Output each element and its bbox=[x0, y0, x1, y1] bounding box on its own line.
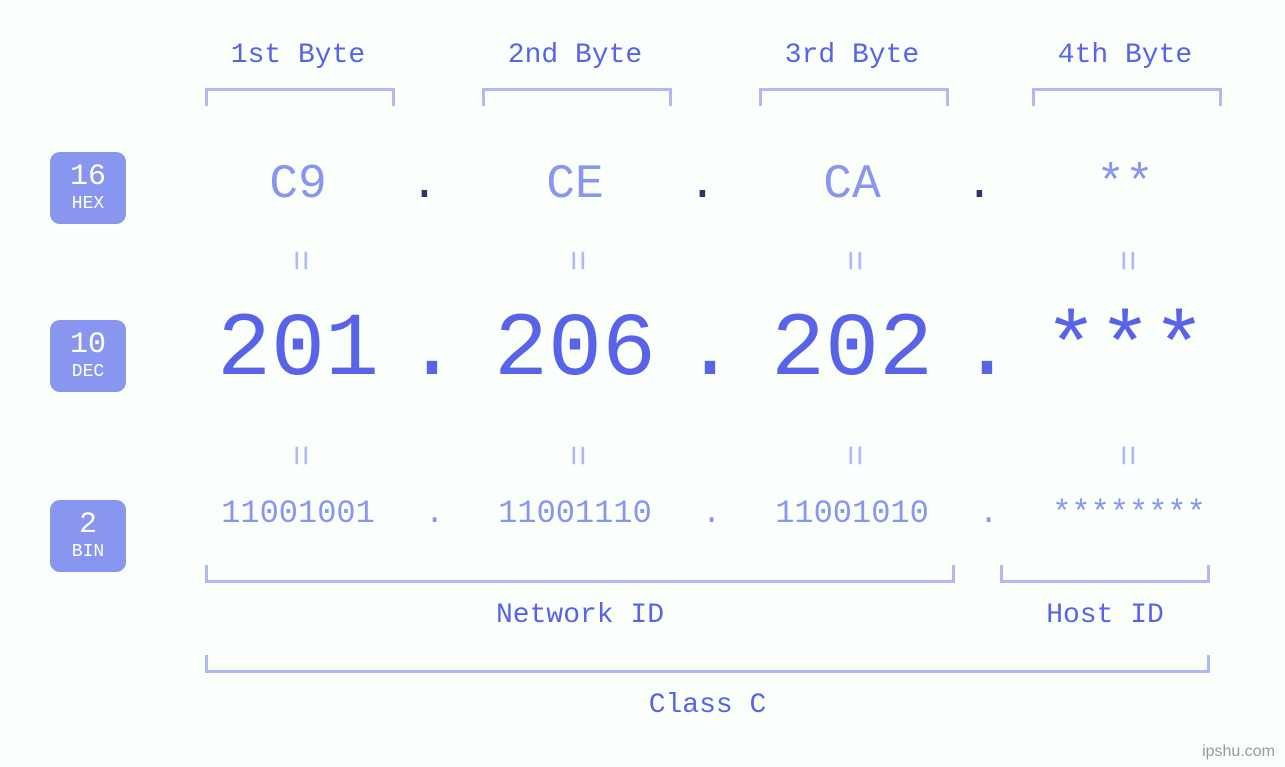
bin-byte-4: ******** bbox=[999, 495, 1259, 532]
equals-2-4: = bbox=[1105, 445, 1146, 467]
badge-dec-num: 10 bbox=[50, 330, 126, 360]
dec-byte-1: 201 bbox=[178, 300, 418, 402]
badge-hex-label: HEX bbox=[50, 194, 126, 216]
hex-dot-1: . bbox=[410, 158, 439, 212]
equals-2-3: = bbox=[832, 445, 873, 467]
class-label: Class C bbox=[205, 690, 1210, 721]
ip-diagram: 1st Byte 2nd Byte 3rd Byte 4th Byte 16 H… bbox=[0, 0, 1285, 767]
byte-header-1: 1st Byte bbox=[198, 40, 398, 71]
hex-byte-2: CE bbox=[475, 158, 675, 212]
byte-header-2: 2nd Byte bbox=[475, 40, 675, 71]
badge-hex-num: 16 bbox=[50, 162, 126, 192]
bin-byte-2: 11001110 bbox=[445, 495, 705, 532]
top-bracket-3 bbox=[759, 88, 949, 106]
badge-bin-num: 2 bbox=[50, 510, 126, 540]
hex-byte-1: C9 bbox=[198, 158, 398, 212]
badge-hex: 16 HEX bbox=[50, 152, 126, 224]
network-bracket bbox=[205, 565, 955, 583]
byte-header-3: 3rd Byte bbox=[752, 40, 952, 71]
dec-byte-3: 202 bbox=[732, 300, 972, 402]
dec-byte-2: 206 bbox=[455, 300, 695, 402]
badge-bin-label: BIN bbox=[50, 542, 126, 564]
bin-byte-3: 11001010 bbox=[722, 495, 982, 532]
top-bracket-1 bbox=[205, 88, 395, 106]
bin-dot-2: . bbox=[702, 495, 721, 532]
equals-1-3: = bbox=[832, 250, 873, 272]
hex-dot-3: . bbox=[965, 158, 994, 212]
equals-1-2: = bbox=[555, 250, 596, 272]
top-bracket-2 bbox=[482, 88, 672, 106]
bin-byte-1: 11001001 bbox=[168, 495, 428, 532]
dec-dot-2: . bbox=[683, 300, 737, 402]
dec-byte-4: *** bbox=[1005, 300, 1245, 402]
host-bracket bbox=[1000, 565, 1210, 583]
top-bracket-4 bbox=[1032, 88, 1222, 106]
hex-dot-2: . bbox=[688, 158, 717, 212]
badge-bin: 2 BIN bbox=[50, 500, 126, 572]
class-bracket bbox=[205, 655, 1210, 673]
equals-2-1: = bbox=[278, 445, 319, 467]
network-id-label: Network ID bbox=[205, 600, 955, 631]
equals-2-2: = bbox=[555, 445, 596, 467]
watermark: ipshu.com bbox=[1202, 743, 1275, 761]
bin-dot-1: . bbox=[425, 495, 444, 532]
hex-byte-3: CA bbox=[752, 158, 952, 212]
bin-dot-3: . bbox=[979, 495, 998, 532]
badge-dec-label: DEC bbox=[50, 362, 126, 384]
byte-header-4: 4th Byte bbox=[1025, 40, 1225, 71]
equals-1-1: = bbox=[278, 250, 319, 272]
equals-1-4: = bbox=[1105, 250, 1146, 272]
dec-dot-1: . bbox=[405, 300, 459, 402]
badge-dec: 10 DEC bbox=[50, 320, 126, 392]
hex-byte-4: ** bbox=[1025, 158, 1225, 212]
host-id-label: Host ID bbox=[1000, 600, 1210, 631]
